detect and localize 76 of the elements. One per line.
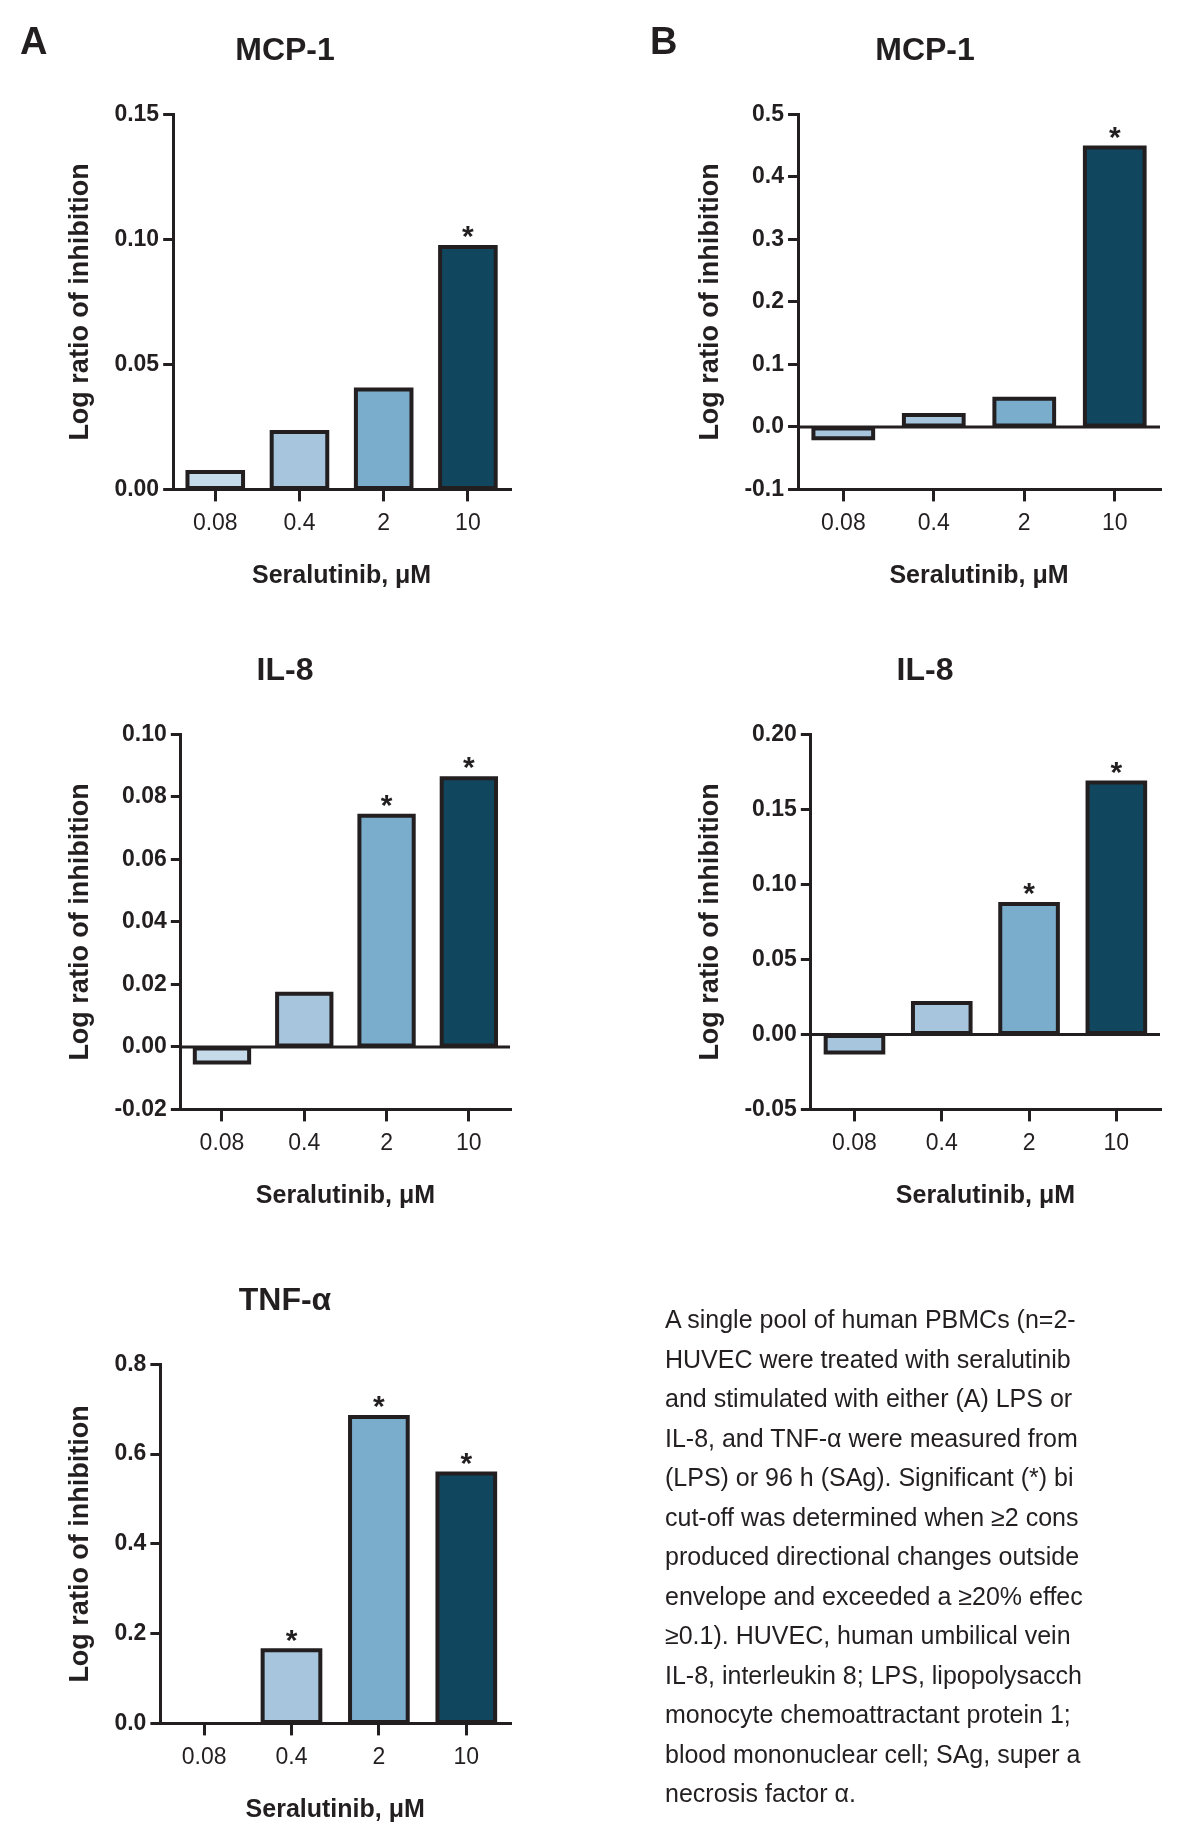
annotation: * — [1023, 876, 1036, 910]
y-tick-label: -0.05 — [744, 1094, 798, 1121]
x-tick-label: 0.4 — [917, 508, 950, 535]
chart-title: TNF-α — [238, 1281, 332, 1318]
x-tick-label: 2 — [377, 508, 391, 535]
y-tick-label: 0.00 — [752, 1019, 797, 1046]
y-tick-label: 0.0 — [752, 412, 785, 439]
annotation: * — [463, 750, 476, 784]
y-tick-label: 0.05 — [752, 944, 798, 971]
y-axis-title: Log ratio of inhibition — [693, 163, 724, 441]
annotation: * — [285, 1622, 298, 1656]
annotation: * — [380, 787, 393, 821]
y-tick-label: 0.00 — [114, 474, 160, 501]
chart-title: IL-8 — [256, 651, 314, 688]
y-tick-label: 0.4 — [752, 162, 785, 189]
y-tick-label: -0.1 — [744, 474, 785, 501]
y-tick-label: 0.4 — [114, 1529, 147, 1556]
annotation: * — [462, 219, 475, 253]
y-tick-label: 0.5 — [752, 99, 785, 126]
x-tick-label: 0.4 — [288, 1128, 321, 1155]
y-tick-label: 0.06 — [122, 844, 167, 871]
x-tick-label: 2 — [380, 1128, 393, 1155]
y-tick-label: 0.02 — [122, 969, 167, 996]
x-tick-label: 2 — [1017, 508, 1031, 535]
y-tick-label: 0.04 — [122, 907, 168, 934]
y-tick-label: 0.3 — [752, 224, 785, 251]
x-axis-title: Seralutinib, μM — [255, 1179, 436, 1208]
x-tick-label: 2 — [372, 1742, 386, 1769]
x-axis-title: Seralutinib, μM — [251, 559, 432, 588]
y-tick-label: -0.02 — [114, 1094, 167, 1121]
y-tick-label: 0.2 — [114, 1618, 147, 1645]
y-tick-label: 0.00 — [122, 1032, 167, 1059]
x-tick-label: 10 — [456, 1128, 482, 1155]
x-tick-label: 2 — [1022, 1128, 1036, 1155]
x-axis-title: Seralutinib, μM — [245, 1793, 425, 1822]
y-axis-title: Log ratio of inhibition — [63, 1405, 94, 1683]
annotation: * — [1108, 119, 1121, 153]
y-axis-title: Log ratio of inhibition — [63, 163, 94, 441]
y-tick-label: 0.10 — [752, 869, 797, 896]
y-axis-title: Log ratio of inhibition — [63, 783, 94, 1061]
annotation: * — [1110, 754, 1123, 788]
chart-title: IL-8 — [896, 651, 954, 688]
x-axis-title: Seralutinib, μM — [889, 559, 1069, 588]
x-tick-label: 0.4 — [925, 1128, 958, 1155]
x-tick-label: 0.08 — [820, 508, 866, 535]
x-tick-label: 0.08 — [199, 1128, 245, 1155]
y-tick-label: 0.0 — [114, 1708, 147, 1735]
y-tick-label: 0.08 — [122, 782, 168, 809]
y-tick-label: 0.2 — [752, 287, 785, 314]
x-tick-label: 0.08 — [192, 508, 238, 535]
annotation: * — [460, 1445, 473, 1479]
chart-title: MCP-1 — [875, 31, 975, 68]
text: A — [20, 20, 48, 63]
y-tick-label: 0.1 — [752, 349, 785, 376]
y-axis-title: Log ratio of inhibition — [693, 783, 724, 1061]
y-tick-label: 0.15 — [752, 794, 798, 821]
x-tick-label: 0.4 — [283, 508, 316, 535]
x-tick-label: 10 — [1103, 1128, 1130, 1155]
x-axis-title: Seralutinib, μM — [895, 1179, 1076, 1208]
y-tick-label: 0.10 — [122, 719, 167, 746]
y-tick-label: 0.10 — [114, 224, 160, 251]
x-tick-label: 0.08 — [832, 1128, 877, 1155]
text: B — [650, 20, 678, 63]
y-tick-label: 0.05 — [114, 349, 160, 376]
annotation: * — [373, 1389, 386, 1423]
x-tick-label: 10 — [455, 508, 481, 535]
y-tick-label: 0.15 — [114, 99, 160, 126]
y-tick-label: 0.6 — [114, 1439, 147, 1466]
y-tick-label: 0.8 — [114, 1349, 147, 1376]
x-tick-label: 10 — [1101, 508, 1128, 535]
y-tick-label: 0.20 — [752, 719, 797, 746]
text: A single pool of human PBMCs (n=2- HUVEC were treated with seralutinib and stimulated with either (A) LPS or IL-8, and TNF-α were measured from (LPS) or 96 h (SAg). Significant (*) bi cut-off was determined when ≥2 cons produced directional changes outside envelope and exceeded a ≥20% effec ≥0.1). HUVEC, human umbilical vein IL-8, interleukin 8; LPS, lipopolysacch monocyte chemoattractant protein 1; blood mononuclear cell; SAg, super a necrosis factor α. — [665, 1305, 1083, 1807]
chart-title: MCP-1 — [235, 31, 335, 68]
x-tick-label: 0.4 — [275, 1742, 308, 1769]
x-tick-label: 0.08 — [181, 1742, 227, 1769]
x-tick-label: 10 — [453, 1742, 480, 1769]
